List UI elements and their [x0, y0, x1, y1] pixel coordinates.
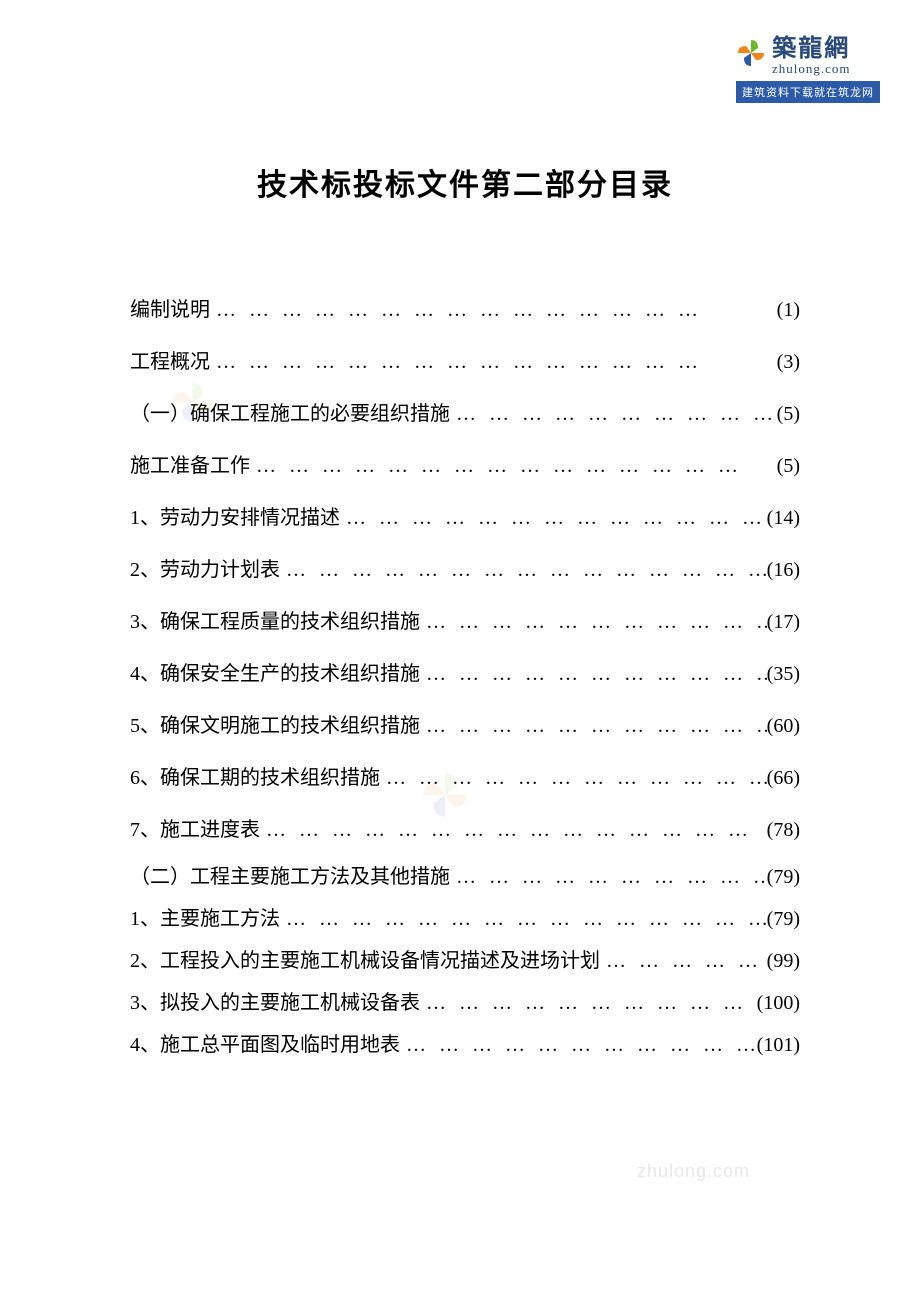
- toc-page: (16): [767, 544, 800, 596]
- document-title: 技术标投标文件第二部分目录: [130, 160, 800, 204]
- toc-item: 6、确保工期的技术组织措施… … … … … … … … … … … … … ……: [130, 752, 800, 804]
- toc-dots: … … … … … … … … … … … … … … …: [210, 284, 777, 336]
- toc-label: 1、主要施工方法: [130, 898, 280, 940]
- toc-dots: … … … … … … … … … … … … … … …: [400, 1024, 757, 1066]
- logo-top-row: 築龍網 zhulong.com: [736, 28, 880, 77]
- toc-item: 编制说明… … … … … … … … … … … … … … …(1): [130, 284, 800, 336]
- watermark-text: zhulong.com: [637, 1161, 750, 1182]
- toc-item: 2、劳动力计划表… … … … … … … … … … … … … … …(16…: [130, 544, 800, 596]
- toc-page: (5): [777, 388, 800, 440]
- toc-dots: … … … … … … … … … … … … … … …: [340, 492, 767, 544]
- toc-item: 2、工程投入的主要施工机械设备情况描述及进场计划… … … … … … … … …: [130, 940, 800, 982]
- toc-item: 5、确保文明施工的技术组织措施… … … … … … … … … … … … ……: [130, 700, 800, 752]
- toc-label: 4、施工总平面图及临时用地表: [130, 1024, 400, 1066]
- toc-label: （二）工程主要施工方法及其他措施: [130, 856, 450, 898]
- toc-page: (1): [777, 284, 800, 336]
- document-content: 技术标投标文件第二部分目录 编制说明… … … … … … … … … … … …: [0, 0, 920, 1066]
- toc-page: (60): [767, 700, 800, 752]
- toc-dots: … … … … … … … … … … … … … … …: [450, 856, 767, 898]
- toc-page: (79): [767, 856, 800, 898]
- toc-item: 4、确保安全生产的技术组织措施… … … … … … … … … … … … ……: [130, 648, 800, 700]
- toc-dots: … … … … … … … … … … … … … … …: [420, 700, 767, 752]
- pinwheel-icon: [736, 38, 766, 68]
- logo-banner: 建筑资料下载就在筑龙网: [736, 81, 880, 103]
- toc-dots: … … … … … … … … … … … … … … …: [280, 898, 767, 940]
- logo-text-group: 築龍網 zhulong.com: [772, 28, 851, 77]
- toc-label: （一）确保工程施工的必要组织措施: [130, 388, 450, 440]
- toc-page: (35): [767, 648, 800, 700]
- toc-page: (66): [767, 752, 800, 804]
- logo-sub-text: zhulong.com: [772, 61, 851, 77]
- toc-page: (5): [777, 440, 800, 492]
- toc-label: 3、拟投入的主要施工机械设备表: [130, 982, 420, 1024]
- toc-page: (99): [767, 940, 800, 982]
- toc-dots: … … … … … … … … … … … … … … …: [420, 648, 767, 700]
- toc-dots: … … … … … … … … … … … … … … …: [450, 388, 777, 440]
- toc-label: 5、确保文明施工的技术组织措施: [130, 700, 420, 752]
- toc-item: 7、施工进度表… … … … … … … … … … … … … … …(78): [130, 804, 800, 856]
- toc-item: 4、施工总平面图及临时用地表… … … … … … … … … … … … … …: [130, 1024, 800, 1066]
- toc-label: 3、确保工程质量的技术组织措施: [130, 596, 420, 648]
- toc-dots: … … … … … … … … … … … … … … …: [280, 544, 767, 596]
- logo-main-text: 築龍網: [772, 28, 851, 63]
- toc-dots: … … … … … … … … … … … … … … …: [420, 982, 757, 1024]
- toc-label: 施工准备工作: [130, 440, 250, 492]
- toc-page: (100): [757, 982, 800, 1024]
- toc-page: (78): [767, 804, 800, 856]
- toc-label: 2、工程投入的主要施工机械设备情况描述及进场计划: [130, 940, 600, 982]
- toc-page: (3): [777, 336, 800, 388]
- toc-page: (14): [767, 492, 800, 544]
- toc-item: 施工准备工作… … … … … … … … … … … … … … …(5): [130, 440, 800, 492]
- toc-label: 编制说明: [130, 284, 210, 336]
- toc-dots: … … … … … … … … … … … … … … …: [260, 804, 767, 856]
- toc-dots: … … … … … … … … … … … … … … …: [600, 940, 767, 982]
- toc-dots: … … … … … … … … … … … … … … …: [210, 336, 777, 388]
- toc-dots: … … … … … … … … … … … … … … …: [380, 752, 767, 804]
- toc-page: (17): [767, 596, 800, 648]
- toc-page: (79): [767, 898, 800, 940]
- toc-item: （二）工程主要施工方法及其他措施… … … … … … … … … … … … …: [130, 856, 800, 898]
- toc-label: 工程概况: [130, 336, 210, 388]
- toc-dots: … … … … … … … … … … … … … … …: [250, 440, 777, 492]
- toc-item: 1、劳动力安排情况描述… … … … … … … … … … … … … … ……: [130, 492, 800, 544]
- toc-label: 6、确保工期的技术组织措施: [130, 752, 380, 804]
- toc-label: 1、劳动力安排情况描述: [130, 492, 340, 544]
- toc-item: （一）确保工程施工的必要组织措施… … … … … … … … … … … … …: [130, 388, 800, 440]
- toc-item: 1、主要施工方法… … … … … … … … … … … … … … …(79…: [130, 898, 800, 940]
- toc-dots: … … … … … … … … … … … … … … …: [420, 596, 767, 648]
- toc-label: 4、确保安全生产的技术组织措施: [130, 648, 420, 700]
- toc-item: 工程概况… … … … … … … … … … … … … … …(3): [130, 336, 800, 388]
- toc-label: 2、劳动力计划表: [130, 544, 280, 596]
- logo-block: 築龍網 zhulong.com 建筑资料下载就在筑龙网: [736, 28, 880, 103]
- toc-label: 7、施工进度表: [130, 804, 260, 856]
- toc-list: 编制说明… … … … … … … … … … … … … … …(1)工程概况…: [130, 284, 800, 1066]
- toc-item: 3、拟投入的主要施工机械设备表… … … … … … … … … … … … ……: [130, 982, 800, 1024]
- toc-page: (101): [757, 1024, 800, 1066]
- toc-item: 3、确保工程质量的技术组织措施… … … … … … … … … … … … ……: [130, 596, 800, 648]
